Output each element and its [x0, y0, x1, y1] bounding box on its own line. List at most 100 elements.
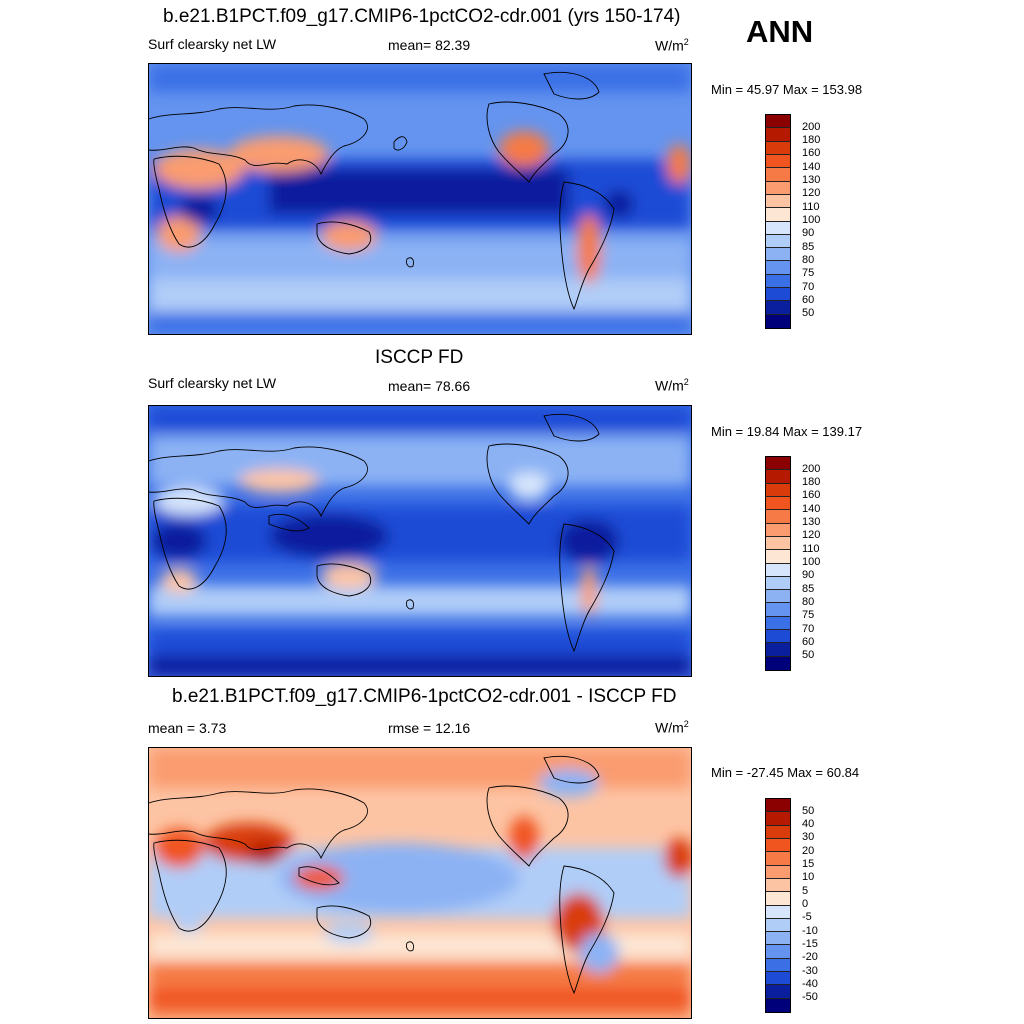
- colorbar-box: [766, 918, 790, 933]
- colorbar-box: [766, 878, 790, 893]
- colorbar-tick-label: -5: [802, 911, 812, 924]
- colorbar-tick-label: 160: [802, 147, 821, 160]
- colorbar-tick-label: 0: [802, 898, 809, 910]
- colorbar-tick-label: -20: [802, 951, 818, 964]
- colorbar-tick-label: 100: [802, 214, 821, 226]
- colorbar-box: [766, 812, 790, 826]
- colorbar-tick-label: 130: [802, 174, 821, 187]
- colorbar-tick-label: 10: [802, 871, 815, 884]
- colorbar-tick-label: 120: [802, 187, 821, 200]
- colorbar-tick-label: -50: [802, 991, 818, 1004]
- colorbar-box: [766, 563, 790, 577]
- min-max-label: Min = 19.84 Max = 139.17: [711, 424, 863, 439]
- colorbar-box: [766, 590, 790, 604]
- colorbar-tick-label: 70: [802, 280, 815, 293]
- colorbar-tick-label: -30: [802, 964, 818, 977]
- map-diff: [148, 747, 692, 1019]
- colorbar-tick-label: 60: [802, 293, 815, 306]
- colorbar-box: [766, 274, 790, 289]
- colorbar-tick-label: 80: [802, 253, 815, 266]
- colorbar-tick-label: -10: [802, 924, 818, 937]
- colorbar-tick-label: 140: [802, 160, 821, 173]
- colorbar-box: [766, 945, 790, 959]
- colorbar-box: [766, 208, 790, 222]
- colorbar-box: [766, 248, 790, 262]
- colorbar-tick-label: 50: [802, 804, 815, 817]
- colorbar-box: [766, 194, 790, 209]
- colorbar-tick-label: 85: [802, 582, 815, 595]
- colorbar-box: [766, 128, 790, 142]
- colorbar-box: [766, 630, 790, 644]
- min-max-label: Min = -27.45 Max = 60.84: [711, 765, 860, 780]
- colorbar-tick-label: 180: [802, 134, 821, 147]
- map-model: [148, 63, 692, 335]
- season-label: ANN: [746, 14, 814, 49]
- colorbar-box: [766, 261, 790, 275]
- colorbar-box: [766, 181, 790, 195]
- min-max-label: Min = 45.97 Max = 153.98: [711, 82, 863, 97]
- colorbar-tick-label: 140: [802, 502, 821, 515]
- colorbar-obs: [765, 456, 791, 671]
- colorbar-box: [766, 496, 790, 511]
- colorbar-tick-label: 110: [802, 200, 820, 213]
- colorbar-box: [766, 825, 790, 839]
- colorbar-tick-label: 85: [802, 240, 815, 253]
- colorbar-tick-label: 180: [802, 476, 821, 489]
- colorbar-box: [766, 483, 790, 497]
- colorbar-box: [766, 603, 790, 617]
- panel-title: b.e21.B1PCT.f09_g17.CMIP6-1pctCO2-cdr.00…: [163, 6, 681, 27]
- colorbar-box: [766, 985, 790, 999]
- colorbar-box: [766, 799, 790, 813]
- colorbar-box: [766, 892, 790, 906]
- colorbar-tick-label: 160: [802, 489, 821, 502]
- colorbar-tick-label: 80: [802, 595, 815, 608]
- colorbar-box: [766, 457, 790, 471]
- colorbar-box: [766, 470, 790, 484]
- colorbar-box: [766, 523, 790, 537]
- coastlines: [149, 71, 615, 311]
- colorbar-box: [766, 288, 790, 302]
- colorbar-box: [766, 643, 790, 657]
- colorbar-tick-label: 50: [802, 307, 815, 320]
- variable-label: Surf clearsky net LW: [148, 36, 277, 52]
- colorbar-tick-label: 20: [802, 844, 815, 857]
- colorbar-box: [766, 852, 790, 866]
- colorbar-box: [766, 154, 790, 169]
- colorbar-box: [766, 550, 790, 564]
- colorbar-tick-label: 60: [802, 635, 815, 648]
- colorbar-box: [766, 141, 790, 155]
- colorbar-tick-label: 90: [802, 569, 815, 582]
- colorbar-box: [766, 656, 790, 670]
- colorbar-tick-label: 200: [802, 462, 821, 475]
- colorbar-box: [766, 998, 790, 1012]
- colorbar-tick-label: 100: [802, 556, 821, 568]
- colorbar-box: [766, 576, 790, 591]
- mean-label: mean = 3.73: [148, 720, 227, 736]
- map-model-svg: [149, 64, 691, 334]
- mean-label: mean= 78.66: [388, 378, 471, 394]
- colorbar-box: [766, 115, 790, 129]
- colorbar-tick-label: 200: [802, 120, 821, 133]
- colorbar-box: [766, 314, 790, 328]
- map-diff-svg: [149, 748, 691, 1018]
- units-label: W/m2: [655, 719, 689, 736]
- colorbar-tick-label: 30: [802, 831, 815, 844]
- colorbar-box: [766, 958, 790, 973]
- mean-label: mean= 82.39: [388, 37, 471, 53]
- colorbar-box: [766, 972, 790, 986]
- colorbar-tick-label: 40: [802, 818, 815, 831]
- rmse-label: rmse = 12.16: [388, 720, 471, 736]
- panel-title: b.e21.B1PCT.f09_g17.CMIP6-1pctCO2-cdr.00…: [172, 686, 677, 707]
- colorbar-box: [766, 865, 790, 879]
- colorbar-box: [766, 301, 790, 315]
- colorbar-tick-label: 50: [802, 649, 815, 662]
- colorbar-box: [766, 838, 790, 853]
- colorbar-box: [766, 616, 790, 631]
- colorbar-box: [766, 234, 790, 249]
- colorbar-tick-label: 130: [802, 516, 821, 529]
- variable-label: Surf clearsky net LW: [148, 375, 277, 391]
- colorbar-tick-label: 110: [802, 542, 820, 555]
- colorbar-tick-label: -40: [802, 977, 818, 990]
- colorbar-tick-label: -15: [802, 937, 818, 950]
- colorbar-tick-label: 5: [802, 884, 809, 897]
